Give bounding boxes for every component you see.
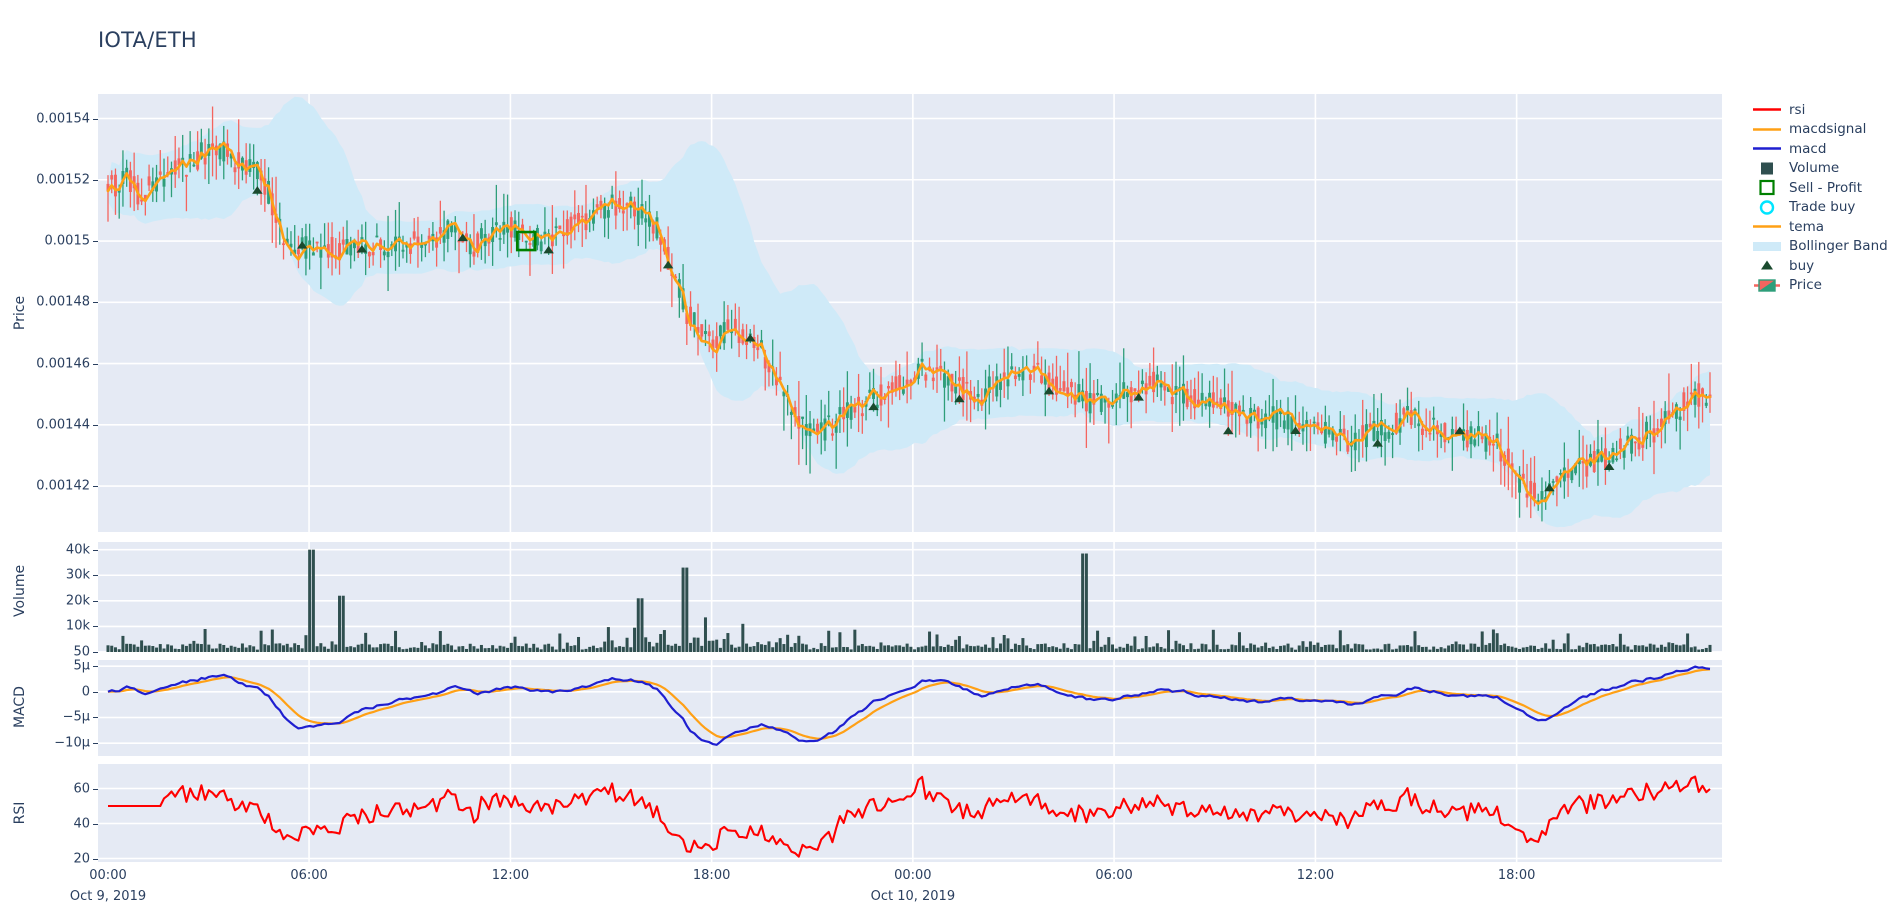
tick-mark bbox=[93, 575, 98, 577]
price-panel bbox=[98, 94, 1722, 532]
macd-ytick-label: 0 bbox=[81, 684, 90, 700]
price-ytick-label: 0.00148 bbox=[36, 294, 90, 310]
legend-circle-open-icon bbox=[1750, 198, 1784, 217]
xaxis-tick-label: 18:00 bbox=[1497, 868, 1536, 883]
legend-triangle-up-icon bbox=[1750, 256, 1784, 275]
tick-mark bbox=[93, 486, 98, 488]
legend-item-tema[interactable]: tema bbox=[1750, 217, 1890, 237]
xaxis-tick-label: 18:00 bbox=[692, 868, 731, 883]
price-ytick-label: 0.00146 bbox=[36, 356, 90, 372]
chart-legend[interactable]: rsi macdsignal macd Volume Sell - Profit Trad… bbox=[1750, 100, 1890, 295]
tick-mark bbox=[93, 717, 98, 719]
legend-item-label: rsi bbox=[1789, 101, 1806, 118]
legend-candlestick-icon bbox=[1750, 276, 1784, 295]
legend-item-label: Trade buy bbox=[1789, 199, 1856, 216]
legend-item-label: Sell - Profit bbox=[1789, 179, 1863, 196]
legend-item-label: Price bbox=[1789, 277, 1822, 294]
xaxis-tick-label: 12:00 bbox=[491, 868, 530, 883]
tick-mark bbox=[93, 302, 98, 304]
price-ytick-label: 0.00144 bbox=[36, 417, 90, 433]
volume-ytick-label: 30k bbox=[65, 567, 90, 583]
macd-ytick-label: −10µ bbox=[54, 735, 90, 751]
legend-item-macdsignal[interactable]: macdsignal bbox=[1750, 120, 1890, 140]
xaxis-date-label: Oct 9, 2019 bbox=[69, 889, 147, 904]
xaxis-tick-label: 12:00 bbox=[1296, 868, 1335, 883]
xaxis-date-label: Oct 10, 2019 bbox=[870, 889, 956, 904]
rsi-ytick-label: 60 bbox=[73, 781, 90, 796]
rsi-ytick-label: 20 bbox=[73, 851, 90, 866]
legend-item-volume[interactable]: Volume bbox=[1750, 159, 1890, 179]
tick-mark bbox=[93, 691, 98, 693]
macd-ytick-label: −5µ bbox=[62, 709, 90, 725]
tick-mark bbox=[93, 549, 98, 551]
price-ytick-label: 0.00142 bbox=[36, 478, 90, 494]
tick-mark bbox=[93, 788, 98, 790]
macd-panel bbox=[98, 660, 1722, 756]
legend-item-label: Bollinger Band bbox=[1789, 238, 1888, 255]
legend-item-rsi[interactable]: rsi bbox=[1750, 100, 1890, 120]
rsi-ytick-label: 40 bbox=[73, 816, 90, 831]
rsi-axis-title: RSI bbox=[12, 801, 28, 825]
tick-mark bbox=[93, 666, 98, 668]
volume-plot-area bbox=[98, 542, 1722, 652]
price-ytick-label: 0.00152 bbox=[36, 172, 90, 188]
tick-mark bbox=[93, 823, 98, 825]
xaxis-tick-label: 00:00 bbox=[89, 868, 127, 883]
legend-item-label: macd bbox=[1789, 140, 1827, 157]
legend-item-sell-profit[interactable]: Sell - Profit bbox=[1750, 178, 1890, 198]
volume-panel bbox=[98, 542, 1722, 652]
legend-item-label: tema bbox=[1789, 218, 1825, 235]
legend-item-trade-buy[interactable]: Trade buy bbox=[1750, 198, 1890, 218]
price-ytick-label: 0.0015 bbox=[44, 233, 91, 249]
legend-item-label: Volume bbox=[1789, 160, 1840, 177]
legend-square-open-icon bbox=[1750, 178, 1784, 197]
legend-item-label: buy bbox=[1789, 257, 1815, 274]
macd-ytick-label: 5µ bbox=[73, 658, 90, 674]
legend-line-icon bbox=[1750, 139, 1784, 158]
volume-ytick-label: 40k bbox=[65, 542, 90, 558]
xaxis-tick-label: 06:00 bbox=[290, 868, 328, 883]
rsi-plot-area bbox=[98, 764, 1722, 862]
price-ytick-label: 0.00154 bbox=[36, 111, 90, 126]
tick-mark bbox=[93, 651, 98, 653]
tick-mark bbox=[93, 363, 98, 365]
legend-item-price[interactable]: Price bbox=[1750, 276, 1890, 296]
xaxis-tick-label: 06:00 bbox=[1095, 868, 1133, 883]
tick-mark bbox=[93, 743, 98, 745]
legend-square-fill-icon bbox=[1750, 159, 1784, 178]
legend-band-fill-icon bbox=[1750, 237, 1784, 256]
legend-item-buy[interactable]: buy bbox=[1750, 256, 1890, 276]
legend-line-icon bbox=[1750, 100, 1784, 119]
tick-mark bbox=[93, 858, 98, 860]
rsi-panel bbox=[98, 764, 1722, 862]
tick-mark bbox=[93, 179, 98, 181]
volume-ytick-label: 50 bbox=[73, 644, 90, 660]
macd-axis-title: MACD bbox=[12, 686, 28, 728]
tick-mark bbox=[93, 600, 98, 602]
tick-mark bbox=[93, 424, 98, 426]
legend-line-icon bbox=[1750, 217, 1784, 236]
page-title: IOTA/ETH bbox=[98, 28, 197, 52]
xaxis-tick-label: 00:00 bbox=[894, 868, 932, 883]
price-plot-area bbox=[98, 94, 1722, 532]
legend-line-icon bbox=[1750, 120, 1784, 139]
tick-mark bbox=[93, 241, 98, 243]
volume-ytick-label: 10k bbox=[65, 618, 90, 634]
macd-plot-area bbox=[98, 660, 1722, 756]
legend-item-label: macdsignal bbox=[1789, 121, 1867, 138]
price-axis-title: Price bbox=[12, 295, 28, 331]
legend-item-macd[interactable]: macd bbox=[1750, 139, 1890, 159]
tick-mark bbox=[93, 118, 98, 120]
tick-mark bbox=[93, 626, 98, 628]
volume-axis-title: Volume bbox=[12, 564, 28, 617]
legend-item-bollinger-band[interactable]: Bollinger Band bbox=[1750, 237, 1890, 257]
volume-ytick-label: 20k bbox=[65, 593, 90, 609]
